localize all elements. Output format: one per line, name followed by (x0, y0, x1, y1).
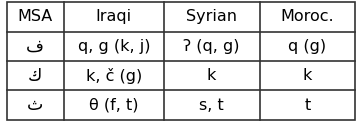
Text: Syrian: Syrian (186, 9, 237, 24)
Text: ك: ك (28, 67, 42, 85)
Text: θ (f, t): θ (f, t) (89, 98, 139, 113)
Text: Moroc.: Moroc. (281, 9, 334, 24)
Text: ث: ث (27, 96, 43, 114)
Text: Iraqi: Iraqi (96, 9, 132, 24)
Text: s, t: s, t (199, 98, 224, 113)
Text: q (g): q (g) (289, 39, 327, 54)
Text: t: t (304, 98, 311, 113)
Text: k: k (303, 68, 312, 83)
Text: ف: ف (26, 37, 44, 55)
Text: k, č (g): k, č (g) (86, 68, 142, 84)
Text: MSA: MSA (18, 9, 53, 24)
Text: ʔ (q, g): ʔ (q, g) (183, 39, 240, 54)
Text: k: k (207, 68, 216, 83)
Text: q, g (k, j): q, g (k, j) (77, 39, 150, 54)
